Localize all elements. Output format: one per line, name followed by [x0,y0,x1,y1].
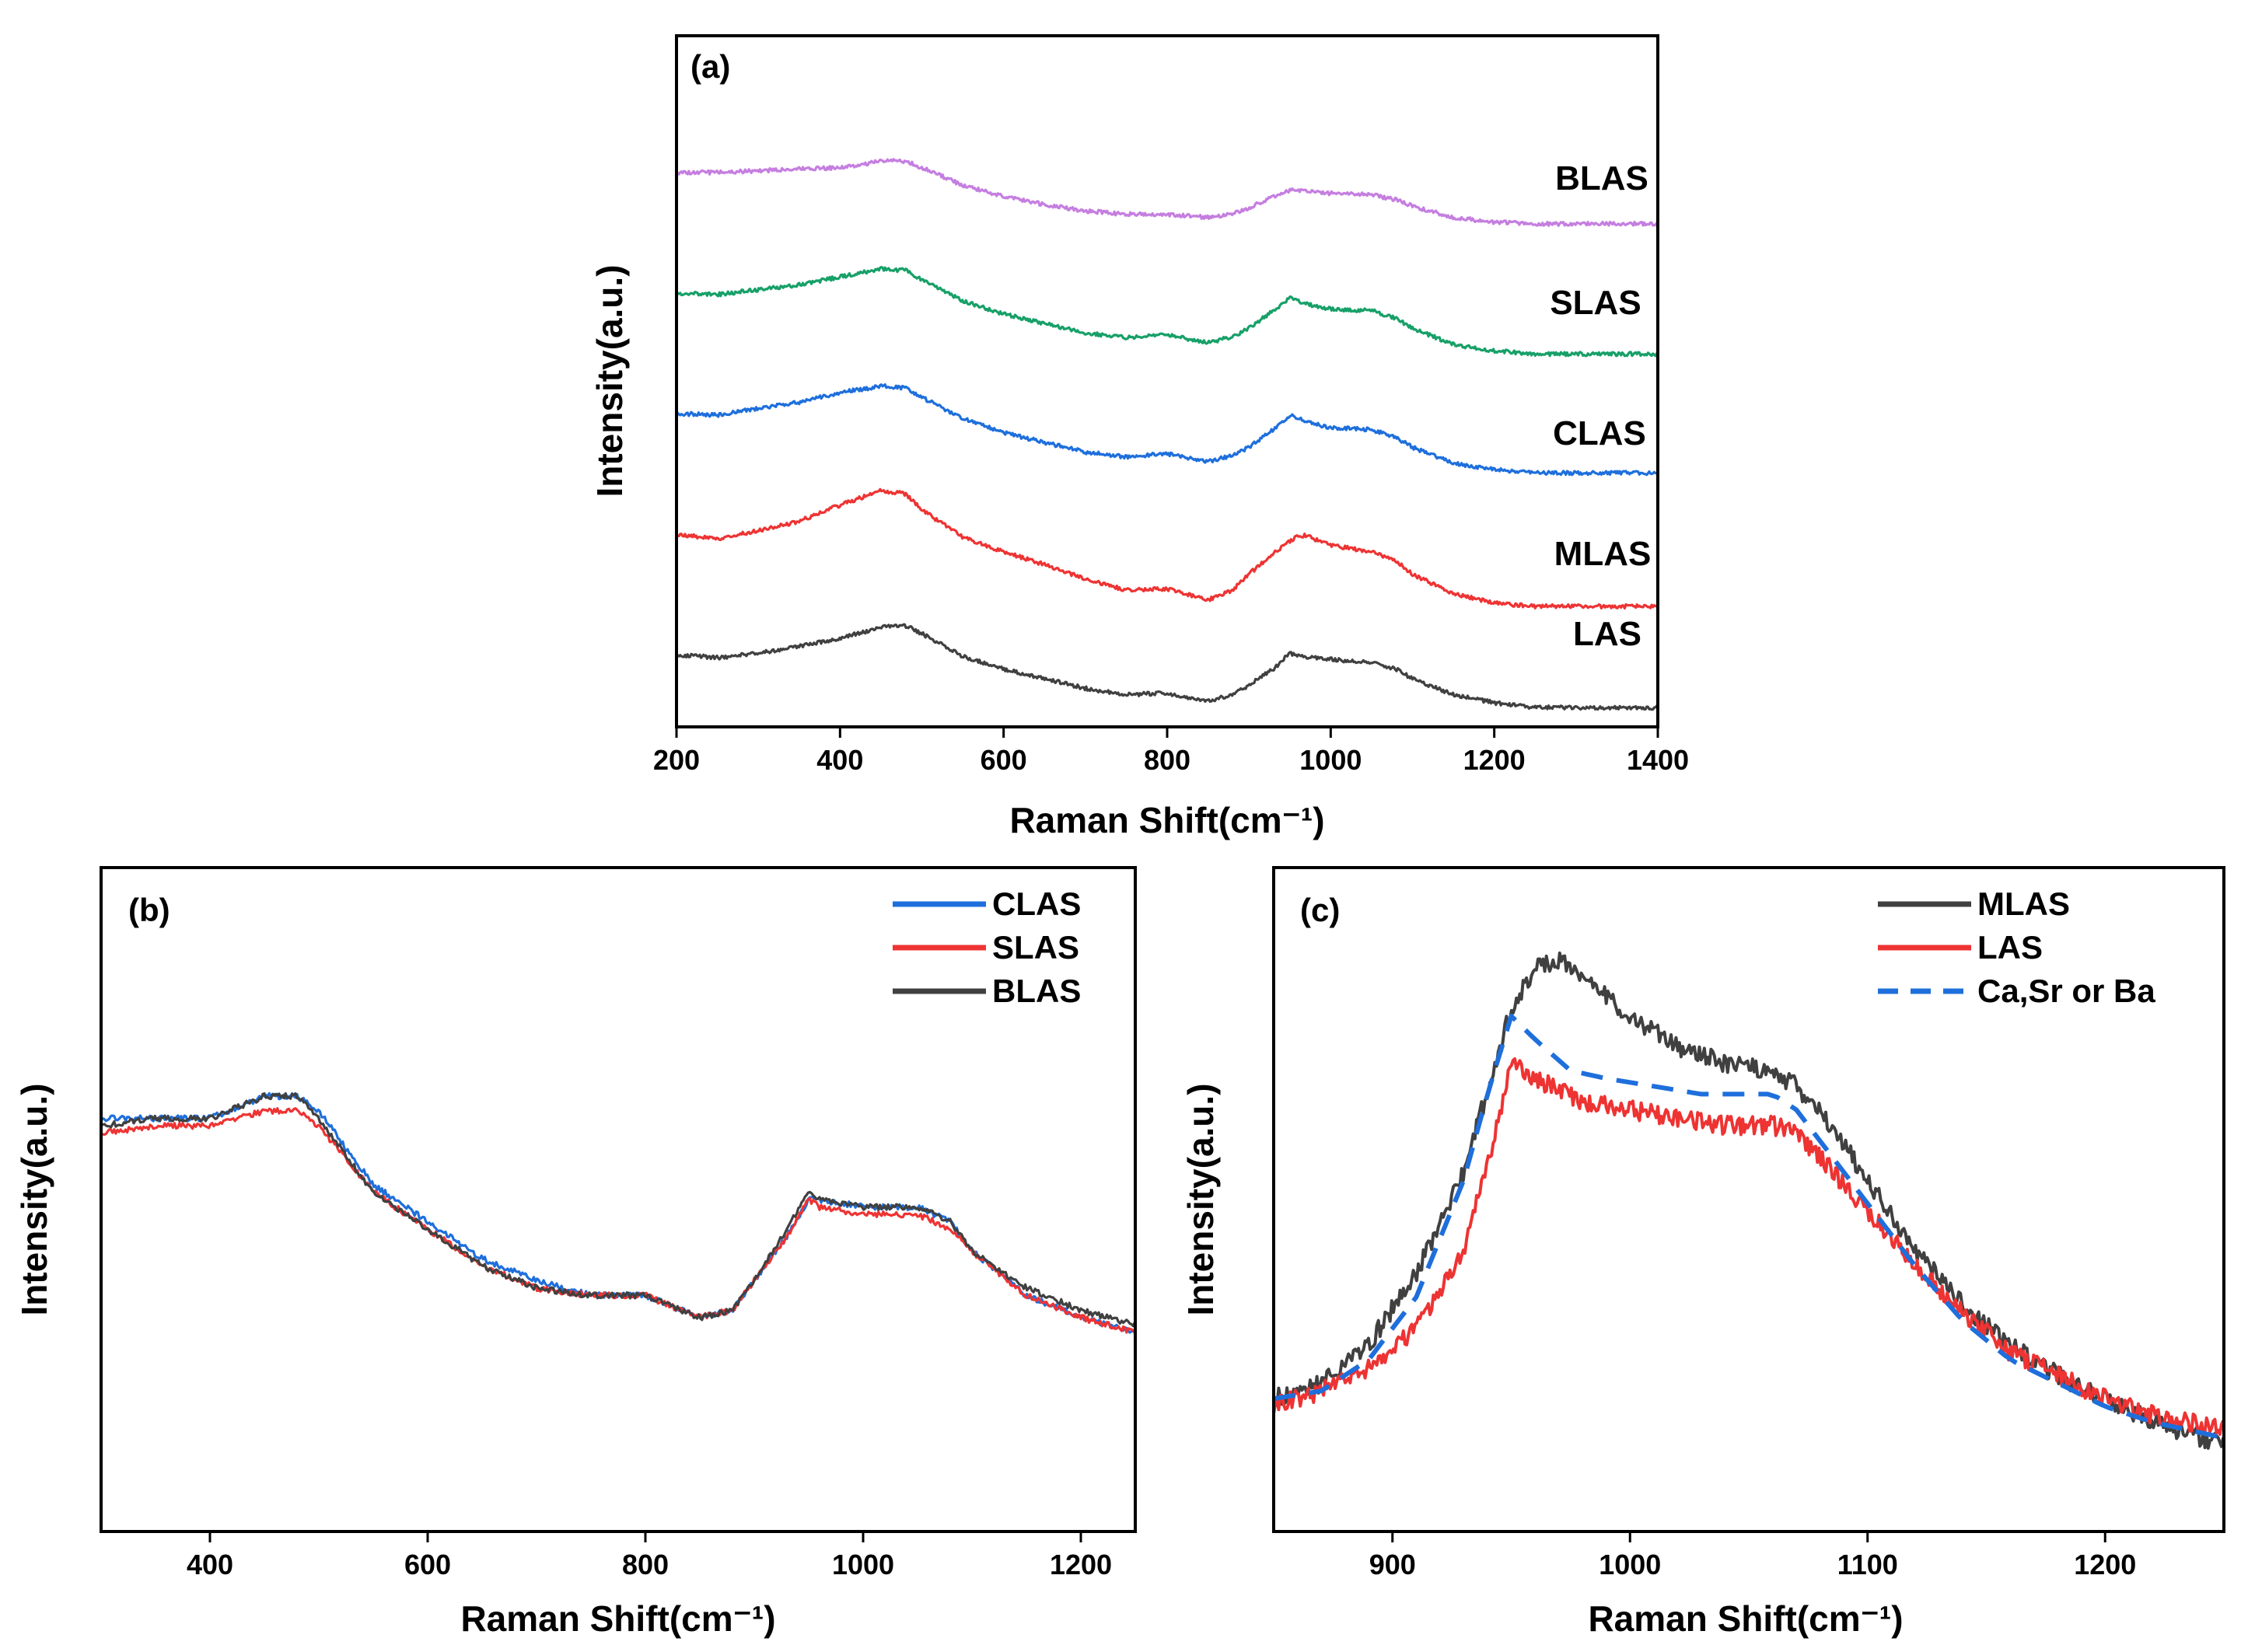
series-line-clas [676,383,1658,477]
plot-frame [100,866,1137,1533]
chart-panel-a: 200 400 600 800 1000 1200 1400 (a) Raman Shift(c… [589,34,1689,840]
legend-label: LAS [1977,929,2043,966]
x-tick-label: 1000 [1299,744,1362,776]
x-tick-label: 400 [816,744,863,776]
legend-label: BLAS [992,973,1081,1009]
series-line-mlas [1274,951,2224,1450]
x-tick-label: 800 [622,1549,669,1580]
x-axis-title: Raman Shift(cm⁻¹) [1588,1598,1903,1639]
legend-label: MLAS [1977,885,2070,922]
series-line-blas [676,158,1658,227]
x-tick-label: 900 [1369,1549,1416,1580]
x-axis-title: Raman Shift(cm⁻¹) [1009,800,1324,840]
series-annotation-blas: BLAS [1555,159,1648,197]
series-line-las [676,623,1658,711]
x-tick-label: 1200 [2074,1549,2136,1580]
series-annotation-clas: CLAS [1553,414,1646,452]
series-annotation-mlas: MLAS [1554,535,1652,573]
x-tick-label: 1100 [1837,1549,1898,1580]
legend: MLAS LAS Ca,Sr or Ba [1878,885,2155,1009]
legend-label: CLAS [992,885,1081,922]
x-tick-label: 1000 [1599,1549,1661,1580]
series-group [101,1091,1135,1334]
y-axis-title: Intensity(a.u.) [14,1083,54,1315]
chart-panel-c: 900 1000 1100 1200 (c) Raman Shift(cm⁻¹) Inten… [1180,866,2225,1639]
series-line-clas [101,1091,1135,1334]
x-tick-label: 600 [981,744,1027,776]
series-line-blas [101,1091,1135,1328]
series-line-ca-sr-or-ba [1274,1013,2224,1441]
x-axis-title: Raman Shift(cm⁻¹) [460,1598,775,1639]
series-group [1274,951,2224,1450]
x-tick-label: 1400 [1627,744,1689,776]
series-group [676,158,1658,711]
series-line-las [1274,1057,2224,1436]
y-axis-title: Intensity(a.u.) [589,264,630,497]
series-annotation-las: LAS [1573,615,1641,653]
legend-label: SLAS [992,929,1079,966]
chart-panel-b: 400 600 800 1000 1200 (b) Raman Shift(cm⁻¹) Int… [14,866,1137,1639]
x-tick-label: 200 [653,744,700,776]
x-tick-label: 1200 [1463,744,1526,776]
plot-frame [675,34,1659,728]
panel-label: (b) [128,892,170,928]
legend-label: Ca,Sr or Ba [1977,973,2155,1009]
legend: CLAS SLAS BLAS [893,885,1081,1009]
x-tick-label: 600 [404,1549,451,1580]
x-tick-label: 1200 [1050,1549,1112,1580]
panel-label: (c) [1300,892,1340,928]
panel-label: (a) [690,48,730,85]
series-annotation-slas: SLAS [1550,284,1641,322]
x-tick-label: 400 [187,1549,233,1580]
y-axis-title: Intensity(a.u.) [1180,1083,1221,1315]
series-line-mlas [676,487,1658,609]
series-line-slas [676,266,1658,358]
series-line-slas [101,1107,1135,1334]
x-tick-label: 800 [1144,744,1190,776]
x-tick-label: 1000 [832,1549,894,1580]
plot-frame [1272,866,2225,1533]
